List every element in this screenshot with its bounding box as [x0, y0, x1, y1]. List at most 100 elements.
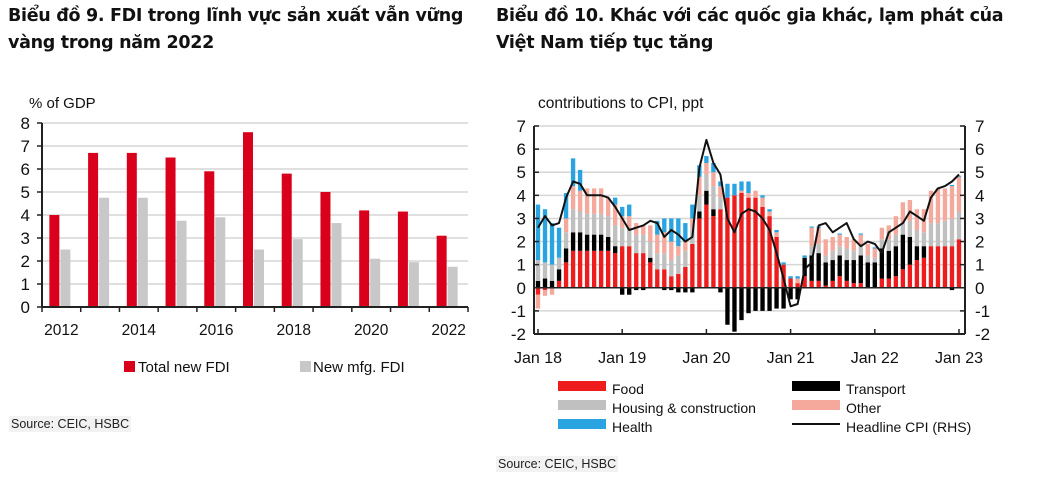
- bar-segment-food: [809, 280, 814, 288]
- bar-segment-housing: [928, 223, 934, 247]
- bar-segment-food: [844, 280, 849, 288]
- bar-total-fdi: [88, 152, 99, 307]
- legend-label-other: Other: [846, 400, 881, 416]
- bar-segment-other: [858, 234, 863, 247]
- bar-segment-transport: [802, 257, 807, 277]
- bar-segment-housing: [718, 197, 723, 210]
- bar-segment-health: [655, 220, 660, 235]
- bar-segment-food: [563, 262, 569, 288]
- bar-segment-transport: [949, 287, 955, 291]
- bar-segment-food: [584, 250, 590, 288]
- bar-segment-food: [577, 250, 583, 288]
- bar-segment-health: [549, 223, 555, 265]
- bar-segment-transport: [556, 269, 562, 281]
- bar-segment-food: [753, 197, 758, 288]
- bar-segment-health: [704, 156, 709, 163]
- bar-segment-health: [949, 184, 955, 187]
- bar-segment-housing: [676, 255, 681, 274]
- bar-segment-health: [788, 276, 793, 279]
- bar-segment-health: [683, 223, 688, 242]
- chart9-bars: [49, 132, 458, 307]
- y2-tick-label: -1: [975, 302, 990, 321]
- bar-segment-transport: [725, 287, 730, 325]
- bar-mfg-fdi: [370, 258, 381, 307]
- chart10-headline-line: [537, 138, 960, 308]
- bar-segment-health: [732, 183, 737, 196]
- bar-segment-transport: [781, 287, 786, 309]
- bar-segment-other: [767, 211, 772, 217]
- bar-segment-other: [893, 216, 899, 235]
- bar-segment-food: [893, 276, 899, 288]
- y-tick-label: 1: [21, 275, 30, 294]
- legend-swatch-food: [558, 381, 606, 391]
- bar-segment-housing: [641, 234, 646, 254]
- bar-segment-other: [739, 190, 744, 194]
- legend-label-transport: Transport: [846, 381, 906, 397]
- bar-segment-housing: [591, 213, 597, 235]
- bar-segment-other: [542, 290, 548, 296]
- bar-segment-food: [690, 243, 695, 288]
- bar-segment-transport: [704, 190, 709, 205]
- bar-segment-other: [900, 202, 906, 224]
- bar-segment-other: [942, 188, 948, 221]
- bar-segment-other: [627, 216, 632, 228]
- chart10-bars: [535, 156, 962, 332]
- bar-segment-health: [690, 204, 695, 219]
- bar-segment-food: [900, 269, 906, 288]
- chart9-y-axis-label: % of GDP: [29, 95, 96, 112]
- y-tick-label: 7: [517, 117, 526, 136]
- y2-tick-label: 5: [975, 163, 984, 182]
- bar-segment-transport: [535, 280, 541, 288]
- bar-segment-transport: [697, 211, 702, 219]
- bar-mfg-fdi: [254, 249, 264, 307]
- bar-segment-other: [605, 197, 611, 217]
- bar-segment-housing: [627, 227, 632, 247]
- bar-segment-food: [676, 273, 681, 288]
- bar-segment-health: [570, 158, 576, 187]
- y2-tick-label: 2: [975, 233, 984, 252]
- chart9-fdi-bar-chart: 0 1 2 3 4 5 6 7 8 2012 2014 2016 2018 2020 2022 % of G…: [21, 95, 469, 376]
- chart10-title: Biểu đồ 10. Khác với các quốc gia khác, …: [496, 6, 1004, 53]
- bar-segment-health: [725, 183, 730, 198]
- bar-segment-housing: [697, 195, 702, 212]
- bar-segment-other: [620, 216, 625, 228]
- chart9-title: Biểu đồ 9. FDI trong lĩnh vực sản xuất v…: [8, 6, 464, 53]
- bar-segment-housing: [935, 223, 941, 247]
- bar-segment-other: [570, 186, 576, 210]
- bar-segment-other: [809, 227, 814, 247]
- bar-segment-food: [662, 269, 667, 288]
- legend-swatch-transport: [792, 381, 840, 391]
- bar-segment-food: [739, 193, 744, 288]
- bar-mfg-fdi: [60, 249, 71, 307]
- bar-segment-transport: [711, 209, 716, 217]
- y2-tick-label: 3: [975, 209, 984, 228]
- bar-segment-transport: [886, 250, 892, 279]
- bar-segment-food: [697, 218, 702, 288]
- bar-segment-other: [641, 225, 646, 235]
- bar-segment-housing: [872, 257, 877, 263]
- bar-segment-food: [886, 278, 892, 288]
- bar-segment-housing: [893, 234, 899, 247]
- bar-segment-housing: [858, 246, 863, 256]
- bar-segment-other: [704, 162, 709, 175]
- x-tick-label: 2022: [431, 322, 465, 339]
- bar-segment-other: [690, 218, 695, 228]
- bar-segment-housing: [949, 218, 955, 247]
- bar-total-fdi: [281, 173, 292, 307]
- chart9-legend: Total new FDI New mfg. FDI: [124, 359, 405, 376]
- bar-segment-transport: [690, 287, 695, 293]
- bar-segment-food: [830, 280, 835, 288]
- bar-segment-other: [655, 234, 660, 254]
- bar-segment-transport: [844, 260, 849, 281]
- bar-segment-health: [774, 230, 779, 233]
- bar-segment-food: [935, 246, 941, 288]
- bar-segment-housing: [844, 248, 849, 261]
- bar-segment-health: [613, 197, 618, 205]
- bar-segment-housing: [605, 216, 611, 237]
- bar-segment-health: [781, 262, 786, 265]
- bar-segment-housing: [830, 250, 835, 261]
- bar-segment-transport: [816, 253, 821, 281]
- bar-segment-other: [760, 197, 765, 207]
- bar-segment-housing: [662, 253, 667, 270]
- y-tick-label: 2: [517, 233, 526, 252]
